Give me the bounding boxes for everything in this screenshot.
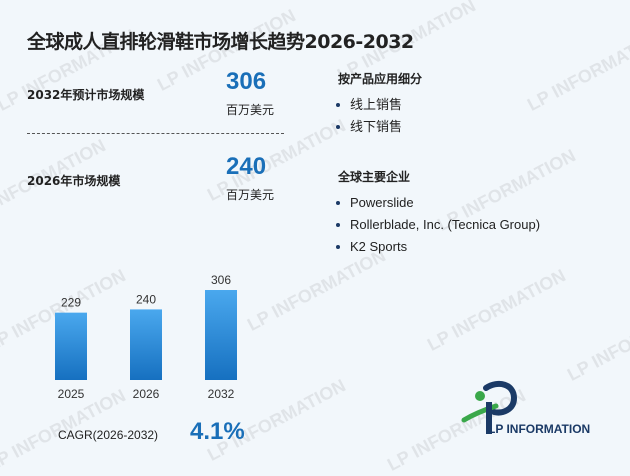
stat-divider xyxy=(27,133,284,134)
stat-2026-label: 2026年市场规模 xyxy=(27,174,121,188)
company-item: Rollerblade, Inc. (Tecnica Group) xyxy=(323,214,540,236)
data-label-2026: 240 xyxy=(136,292,156,306)
category-label-2026: 2026 xyxy=(133,387,160,401)
company-item: K2 Sports xyxy=(323,236,540,258)
stat-2026-value: 240 xyxy=(226,153,267,180)
page-title: 全球成人直排轮滑鞋市场增长趋势2026-2032 xyxy=(27,31,414,53)
cagr-label: CAGR(2026-2032) xyxy=(58,428,159,442)
data-label-2025: 229 xyxy=(61,296,81,310)
lp-information-logo-icon xyxy=(461,380,518,434)
stat-2032-unit: 百万美元 xyxy=(226,103,275,117)
segments-list: 线上销售 线下销售 xyxy=(323,94,402,138)
stat-2032-value: 306 xyxy=(226,68,267,95)
segment-item: 线上销售 xyxy=(323,94,402,116)
stat-2026-unit: 百万美元 xyxy=(226,188,275,202)
bullet-icon xyxy=(336,200,340,205)
bullet-icon xyxy=(336,222,340,227)
bar-2026 xyxy=(130,309,162,380)
bar-chart: 229 2025 240 2026 306 2032 xyxy=(55,273,237,401)
category-label-2025: 2025 xyxy=(58,387,85,401)
bar-2025 xyxy=(55,312,87,380)
segments-title: 按产品应用细分 xyxy=(338,72,423,86)
stat-2032-label: 2032年预计市场规模 xyxy=(27,88,145,102)
category-label-2032: 2032 xyxy=(208,387,235,401)
bullet-icon xyxy=(336,244,340,249)
cagr-value: 4.1% xyxy=(190,418,245,445)
data-label-2032: 306 xyxy=(211,273,231,287)
companies-title: 全球主要企业 xyxy=(338,170,411,184)
bullet-icon xyxy=(336,102,340,107)
bullet-icon xyxy=(336,124,340,129)
bar-2032 xyxy=(205,290,237,380)
segment-item: 线下销售 xyxy=(323,116,402,138)
logo-text: LP INFORMATION xyxy=(488,422,591,436)
companies-list: Powerslide Rollerblade, Inc. (Tecnica Gr… xyxy=(323,192,540,258)
company-item: Powerslide xyxy=(323,192,540,214)
